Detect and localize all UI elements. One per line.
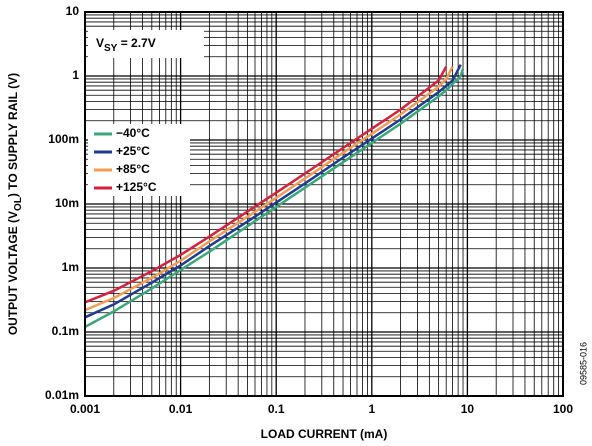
- y-tick-label: 100m: [48, 132, 79, 146]
- y-tick-label: 1m: [62, 260, 79, 274]
- annotation-rest: = 2.7V: [117, 36, 155, 50]
- side-note: 09585-016: [578, 342, 588, 385]
- annotation: VSY = 2.7V: [96, 36, 156, 53]
- series-line: [85, 66, 454, 312]
- legend-label: +85°C: [116, 162, 150, 176]
- y-tick-label: 10: [66, 4, 80, 18]
- legend-label: +125°C: [116, 180, 157, 194]
- y-tick-label: 1: [72, 68, 79, 82]
- x-tick-label: 10: [461, 402, 475, 416]
- plot-frame: [84, 11, 564, 397]
- legend-box: [88, 124, 190, 196]
- series-line: [85, 64, 462, 319]
- legend: −40°C +25°C +85°C +125°C: [94, 126, 157, 194]
- x-tick-label: 0.1: [268, 402, 285, 416]
- annotation-box: [88, 30, 204, 58]
- x-tick-label: 1: [368, 402, 375, 416]
- grid: [84, 11, 564, 397]
- y-label-sub: OL: [13, 197, 24, 211]
- x-tick-label: 0.01: [169, 402, 193, 416]
- legend-label: +25°C: [116, 144, 150, 158]
- x-axis-label: LOAD CURRENT (mA): [261, 427, 388, 441]
- y-tick-label: 10m: [55, 196, 79, 210]
- series-line: [85, 68, 465, 329]
- annotation-main: V: [96, 36, 104, 50]
- y-tick-label: 0.1m: [52, 324, 79, 338]
- x-tick-label: 0.001: [70, 402, 100, 416]
- x-tick-label: 100: [553, 402, 573, 416]
- annotation-sub: SY: [104, 43, 118, 54]
- legend-label: −40°C: [116, 126, 150, 140]
- lines: [85, 64, 465, 329]
- ticks: 0.01m 0.1m 1m 10m 100m 1 10 0.001 0.01 0.1 1 10 100: [45, 4, 573, 416]
- y-tick-label: 0.01m: [45, 388, 79, 402]
- y-axis-label: OUTPUT VOLTAGE (VOL) TO SUPPLY RAIL (V): [6, 73, 23, 335]
- y-label-rest: ) TO SUPPLY RAIL (V): [6, 73, 20, 197]
- series-line: [85, 66, 448, 304]
- y-label-main: OUTPUT VOLTAGE (V: [6, 211, 20, 335]
